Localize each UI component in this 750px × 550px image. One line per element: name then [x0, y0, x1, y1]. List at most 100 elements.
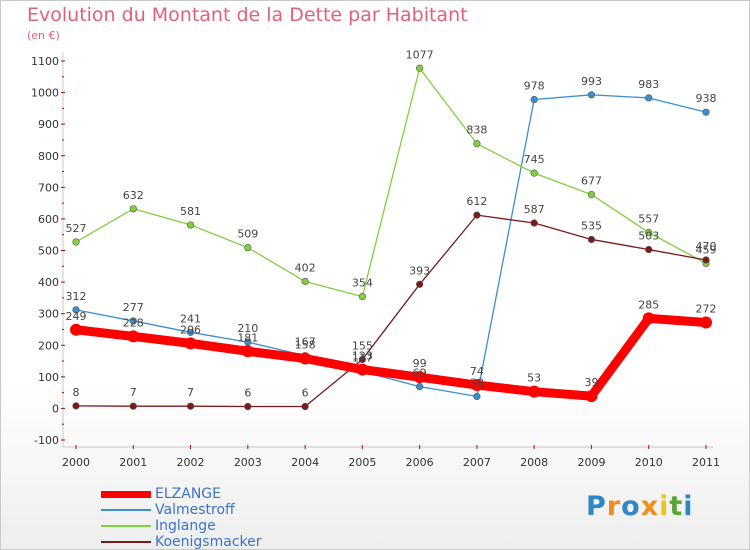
data-point [299, 352, 312, 365]
x-tick-label: 2008 [520, 456, 548, 469]
legend-label: Inglange [155, 518, 216, 534]
data-point [129, 402, 137, 410]
data-label: 677 [581, 175, 602, 188]
data-point [702, 108, 710, 116]
data-label: 1077 [406, 48, 434, 61]
data-point [530, 95, 538, 104]
data-label: 354 [352, 277, 373, 290]
series-line-inglange [75, 67, 707, 298]
x-tick-label: 2003 [234, 456, 262, 469]
data-label: 312 [66, 290, 87, 303]
data-label: 181 [237, 331, 258, 344]
data-label: 838 [466, 124, 487, 137]
data-point [587, 235, 596, 244]
data-label: 535 [581, 219, 602, 232]
data-point [358, 293, 366, 301]
data-point [645, 94, 653, 102]
data-point [241, 345, 254, 358]
data-point [301, 277, 309, 286]
logo-letter: i [659, 491, 670, 522]
x-tick-label: 2001 [119, 456, 147, 469]
y-tick-label: 100 [38, 371, 59, 384]
data-label: 393 [409, 264, 430, 277]
legend-swatch [101, 509, 151, 511]
data-label: 402 [295, 261, 316, 274]
data-point [186, 402, 195, 410]
logo-letter: o [621, 491, 641, 522]
y-tick-label: 0 [52, 402, 59, 415]
legend-swatch [101, 525, 151, 527]
y-tick-label: -100 [34, 434, 59, 447]
x-tick-label: 2005 [348, 456, 376, 469]
logo-letter: t [669, 491, 684, 522]
y-tick-label: 700 [38, 181, 59, 194]
data-label: 470 [696, 240, 717, 253]
data-point [72, 402, 80, 410]
data-label: 612 [466, 195, 487, 208]
data-label: 632 [123, 189, 144, 202]
proxiti-logo: Proxiti [586, 491, 694, 522]
data-point [700, 316, 712, 329]
data-label: 7 [130, 386, 137, 399]
data-point [184, 337, 197, 350]
legend-label: Koenigsmacker [155, 534, 262, 550]
data-point [473, 140, 481, 148]
data-label: 6 [244, 387, 251, 400]
data-point [470, 379, 483, 392]
data-label: 509 [237, 228, 258, 241]
data-point [642, 312, 655, 325]
data-label: 228 [123, 316, 144, 329]
data-label: 6 [302, 387, 309, 400]
data-label: 272 [696, 303, 717, 316]
legend-swatch [101, 491, 151, 498]
logo-letter: i [683, 491, 694, 522]
y-tick-label: 1000 [31, 87, 59, 100]
data-label: 938 [696, 92, 717, 105]
y-tick-label: 200 [38, 339, 59, 352]
data-point [645, 245, 653, 254]
y-tick-label: 400 [38, 276, 59, 289]
data-label: 983 [638, 78, 659, 91]
data-point [585, 390, 598, 403]
data-point [301, 402, 309, 411]
data-label: 993 [581, 75, 602, 88]
data-label: 99 [413, 357, 427, 370]
data-label: 167 [295, 336, 316, 349]
legend-label: Valmestroff [155, 502, 235, 518]
data-point [72, 238, 80, 246]
data-label: 69 [413, 367, 427, 380]
x-tick-label: 2011 [692, 456, 720, 469]
x-tick-label: 2004 [291, 456, 319, 469]
logo-letter: x [640, 491, 660, 522]
data-point [530, 169, 538, 177]
series-line-elzange [71, 313, 711, 401]
x-tick-label: 2006 [406, 456, 434, 469]
y-tick-label: 300 [38, 308, 59, 321]
logo-letter: P [586, 491, 607, 522]
data-label: 527 [66, 222, 87, 235]
data-point [70, 323, 82, 336]
data-point [587, 190, 596, 199]
logo-letter: r [606, 491, 622, 522]
data-point [587, 91, 596, 99]
data-point [530, 219, 538, 227]
chart-title: Evolution du Montant de la Dette par Hab… [27, 4, 468, 26]
data-point [129, 205, 137, 213]
x-tick-label: 2009 [577, 456, 605, 469]
data-point [416, 280, 424, 288]
data-point [702, 256, 710, 264]
data-label: 38 [470, 376, 484, 389]
data-point [416, 64, 424, 72]
data-label: 74 [470, 365, 484, 378]
data-label: 503 [638, 230, 659, 243]
series-line-valmestroff [75, 94, 707, 398]
data-label: 117 [352, 351, 373, 364]
y-tick-label: 900 [38, 118, 59, 131]
data-label: 587 [524, 203, 545, 216]
data-point [186, 221, 195, 229]
data-point [244, 244, 252, 252]
data-label: 210 [237, 322, 258, 335]
data-point [186, 328, 195, 336]
series-line-koenigsmacker [75, 214, 707, 408]
